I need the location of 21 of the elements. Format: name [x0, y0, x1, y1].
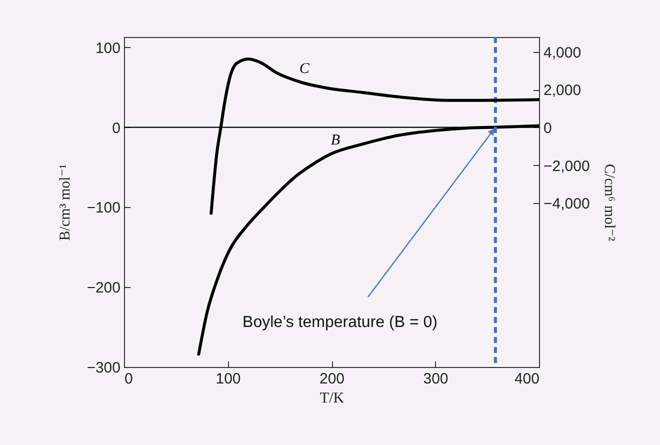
x-tick-label: 0	[124, 370, 133, 388]
y2-tick-label: −2,000	[544, 158, 590, 175]
y-tick-label: −100	[86, 200, 120, 217]
x-axis-title: T/K	[320, 390, 344, 406]
y2-tick-label: −4,000	[544, 196, 590, 213]
y-tick-label: 100	[95, 40, 120, 57]
x-tick-label: 300	[423, 370, 448, 388]
series-label: C	[299, 61, 310, 78]
y-tick-label: 0	[112, 120, 120, 137]
x-tick-label: 100	[216, 370, 241, 388]
y2-tick-label: 2,000	[544, 82, 582, 100]
y2-tick-label: 4,000	[544, 44, 582, 62]
x-tick-label: 400	[514, 370, 540, 388]
annotation: Boyle’s temperature (B = 0)	[242, 314, 438, 331]
y-tick-label: −300	[86, 360, 120, 376]
series-label: B	[330, 132, 340, 149]
y2-axis-title: C/cm⁶ mol⁻²	[600, 164, 617, 242]
x-tick-label: 200	[319, 370, 345, 388]
y2-tick-label: 0	[544, 120, 552, 137]
y-axis-title: B/cm³ mol⁻¹	[58, 164, 74, 241]
y-tick-label: −200	[86, 280, 120, 297]
